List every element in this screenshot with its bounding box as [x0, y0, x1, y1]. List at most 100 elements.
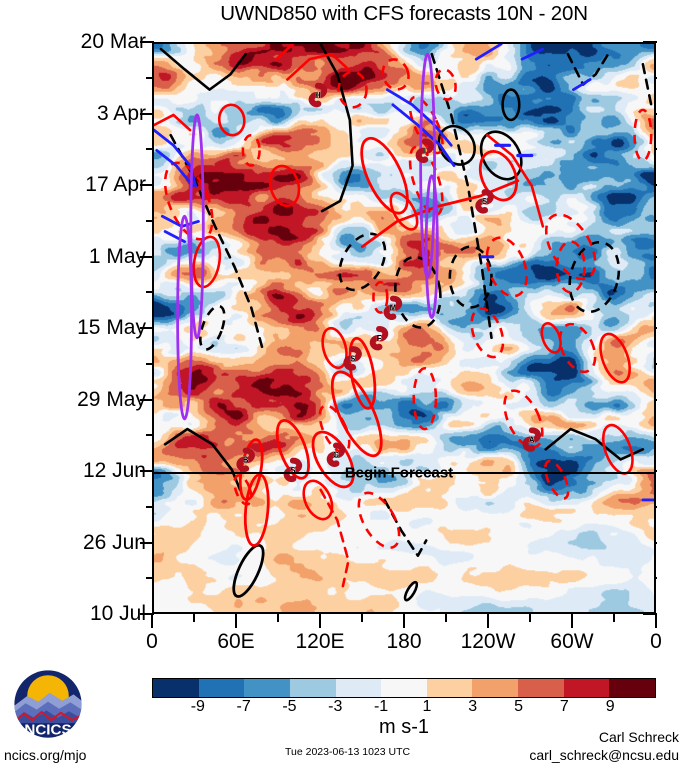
colorbar [152, 678, 656, 698]
colorbar-tick-label: -1 [373, 698, 389, 715]
colorbar-tick-label: 3 [468, 698, 478, 715]
x-axis-label: 60W [550, 630, 594, 653]
colorbar-segment-6 [426, 679, 473, 697]
x-axis-minor-tick [277, 614, 279, 622]
y-axis-tick [140, 398, 154, 401]
er-contour [243, 473, 270, 547]
mjo-contour-dashed [566, 52, 610, 86]
x-axis-minor-tick [361, 614, 363, 622]
cyclone-label: F [377, 334, 382, 343]
cyclone-symbol: B [236, 447, 255, 473]
mjo-contour-dashed [199, 304, 226, 351]
colorbar-segment-9 [563, 679, 610, 697]
y-axis-label: 10 Jul [89, 602, 146, 625]
mjo-contour-dashed [448, 245, 493, 309]
er-contour-dashed [408, 95, 444, 155]
cyclone-label: S [350, 354, 355, 363]
cyclone-symbol: A [522, 427, 542, 452]
y-axis-label: 15 May [77, 316, 146, 339]
ncics-logo[interactable]: NCICS [8, 664, 88, 744]
mjo-contour [163, 427, 242, 492]
mjo-contour [232, 543, 265, 598]
x-axis-tick [487, 614, 489, 628]
er-contour-dashed [633, 108, 653, 162]
cyclone-label: I [424, 147, 426, 156]
er-contour [311, 430, 355, 489]
er-contour [274, 44, 295, 61]
mjo-contour [403, 580, 419, 602]
x-axis-tick [235, 614, 237, 628]
low-contour [189, 113, 205, 340]
colorbar-segment-5 [381, 679, 427, 697]
begin-forecast-label: Begin Forecast [344, 464, 454, 482]
cyclone-label: A [529, 435, 535, 444]
footer-site-link[interactable]: ncics.org/mjo [4, 747, 87, 763]
cyclone-label: G [333, 451, 339, 460]
colorbar-segment-0 [153, 679, 199, 697]
colorbar-tick-label: -5 [282, 698, 297, 715]
er-contour [360, 136, 409, 215]
er-contour-dashed [233, 474, 253, 506]
kelvin-contour [385, 88, 453, 147]
er-contour-dashed [470, 307, 505, 359]
kelvin-contour [474, 44, 503, 61]
colorbar-tick-label: 7 [559, 698, 569, 715]
kelvin-contour [155, 149, 195, 188]
colorbar-tick-label: 9 [605, 698, 615, 715]
x-axis-minor-tick [529, 614, 531, 622]
cyclone-symbol: I [415, 138, 435, 163]
mjo-contour-dashed [430, 52, 493, 340]
x-axis-tick [403, 614, 405, 628]
kelvin-contour [391, 103, 456, 168]
colorbar-segment-1 [198, 679, 245, 697]
er-contour [478, 150, 518, 202]
er-contour-dashed [544, 213, 597, 281]
colorbar-tick-label: -9 [190, 698, 205, 715]
er-contour-dashed [337, 70, 368, 109]
er-contour [599, 332, 631, 384]
mjo-contour-dashed [338, 232, 387, 292]
cyclone-label: M [390, 304, 397, 313]
kelvin-contour [572, 78, 592, 92]
colorbar-segment-8 [518, 679, 564, 697]
y-axis-minor-tick [146, 76, 154, 79]
y-axis-tick [140, 184, 154, 186]
cyclone-label: S [482, 197, 487, 206]
low-contour [176, 214, 193, 421]
er-contour-dashed [544, 459, 570, 500]
er-contour-dashed [357, 491, 401, 549]
y-axis-label: 1 May [88, 244, 146, 268]
er-contour-dashed [318, 404, 351, 454]
y-axis-minor-tick [146, 148, 154, 151]
er-contour [540, 322, 562, 354]
y-axis: 20 Mar 3 Apr 17 Apr 1 May 15 May 29 May 12 Jun… [0, 30, 146, 625]
er-contour [268, 164, 301, 208]
mjo-contour [159, 47, 247, 91]
colorbar-tick-label: -3 [328, 698, 343, 715]
y-axis-minor-tick [146, 291, 154, 294]
cyclone-symbol: S [475, 189, 494, 214]
er-contour [302, 479, 334, 521]
footer-author: Carl Schreck [598, 729, 679, 745]
colorbar-segment-2 [244, 679, 290, 697]
footer-email[interactable]: carl_schreck@ncsu.edu [529, 747, 679, 763]
uwnd850-shaded-field [154, 44, 654, 612]
page-title: UWND850 with CFS forecasts 10N - 20N [220, 2, 588, 25]
cyclone-label: B [243, 456, 249, 465]
er-contour [217, 103, 246, 137]
er-contour [192, 235, 222, 289]
er-contour [154, 113, 192, 132]
er-contour-dashed [558, 322, 597, 374]
y-axis-label: 3 Apr [96, 101, 146, 125]
y-axis-tick [140, 541, 154, 544]
colorbar-unit-label: m s-1 [379, 716, 429, 738]
y-axis-minor-tick [146, 434, 154, 437]
x-axis-label: 180 [386, 630, 422, 653]
er-contour [389, 191, 419, 231]
cyclone-symbol: G [326, 442, 346, 467]
low-contour [424, 174, 439, 319]
er-contour-dashed [381, 58, 410, 91]
er-contour-dashed [434, 68, 457, 101]
y-axis-minor-tick [146, 219, 154, 222]
